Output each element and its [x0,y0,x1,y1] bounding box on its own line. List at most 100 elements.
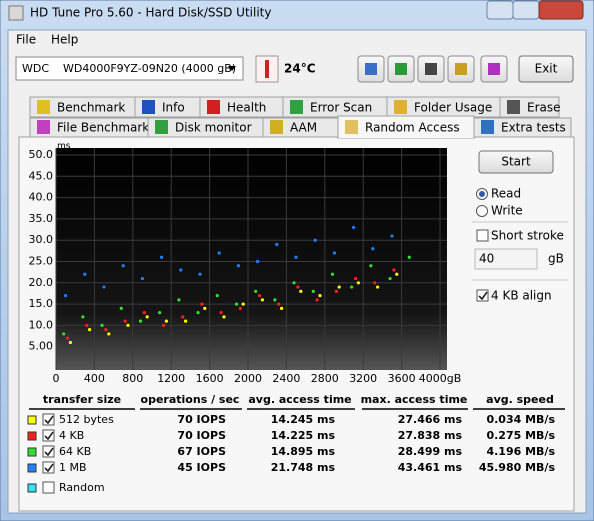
row-value: 4.196 MB/s [486,445,555,458]
scatter-point [100,323,104,327]
radio-button[interactable] [476,205,488,217]
checkbox[interactable] [42,413,55,426]
radio-label: Read [491,187,521,201]
scatter-point [219,311,223,315]
scatter-point [238,306,242,310]
menu-item: File [16,33,36,47]
scatter-point [140,276,144,281]
tab-label: AAM [290,121,317,135]
scatter-point [184,319,188,323]
column-header: avg. access time [248,393,351,406]
column-header: operations / sec [141,393,240,406]
scatter-point [407,255,411,259]
unit-label: gB [548,252,564,266]
x-tick-label: 1200 [157,372,185,385]
scatter-point [62,332,66,336]
row-value: 45.980 MB/s [479,461,556,474]
scatter-point [315,298,319,302]
scatter-point [126,323,130,327]
scatter-point [138,319,143,323]
scatter-point [332,251,336,255]
row-label: 1 MB [59,461,87,474]
x-tick-label: 2800 [311,372,339,385]
checkbox[interactable] [476,229,489,242]
scatter-point [337,285,341,289]
tab-icon [345,120,358,134]
scatter-point [179,268,183,272]
radio-label: Write [491,204,523,218]
tab-label: Extra tests [501,121,566,135]
toolbar-icon [455,63,467,75]
scatter-point [215,293,219,298]
scatter-point [318,293,322,298]
toolbar-icon [425,63,437,75]
start-label: Start [501,155,531,169]
scatter-point [161,323,166,327]
scatter-point [234,302,239,306]
exit-label: Exit [535,62,558,76]
row-label: 64 KB [59,445,91,458]
tab-label: Random Access [365,121,460,135]
checkbox[interactable] [42,445,55,458]
tab-label: Error Scan [310,101,372,115]
maximize-button[interactable] [512,0,540,20]
scatter-point [296,285,300,289]
dropdown-arrow [228,66,236,71]
row-value: 28.499 ms [398,445,463,458]
scatter-point [260,298,264,302]
checkmark [44,463,54,473]
tab-label: Info [162,101,185,115]
scatter-point [196,311,200,315]
checkbox[interactable] [42,429,55,442]
scatter-point [88,328,92,332]
x-tick-label: 3200 [349,372,377,385]
minimize-button[interactable] [486,0,514,20]
thermometer-bar [265,60,269,78]
y-tick-label: 50.0 [29,148,54,161]
scatter-point [353,276,358,281]
checkbox[interactable] [42,461,55,474]
scatter-point [104,328,108,332]
scatter-point [123,319,127,323]
scatter-point [142,311,146,315]
y-tick-label: 45.0 [29,169,54,182]
x-tick-label: 2000 [234,372,262,385]
row-label: Random [59,481,105,494]
exit-button[interactable] [518,55,574,83]
x-tick-label: 0 [53,372,60,385]
checkbox[interactable] [42,481,55,494]
close-button[interactable] [538,0,584,20]
row-value: 45 IOPS [177,461,226,474]
y-tick-label: 20.0 [29,276,54,289]
scatter-point [356,281,360,285]
scatter-point [334,289,338,293]
checkbox[interactable] [476,289,489,302]
scatter-point [217,251,221,255]
tab-label: Health [227,101,266,115]
scatter-point [277,302,281,306]
y-tick-label: 25.0 [29,255,54,268]
column-header: transfer size [43,393,121,406]
plot-area [56,148,447,370]
x-tick-label: 2400 [272,372,300,385]
window-title: HD Tune Pro 5.60 - Hard Disk/SSD Utility [30,6,271,20]
y-tick-label: 30.0 [29,233,54,246]
scatter-point [102,285,106,289]
scatter-point [311,289,315,293]
scatter-point [373,281,377,285]
scatter-point [119,306,123,310]
row-value: 14.225 ms [271,429,336,442]
scatter-point [330,272,335,276]
start-button[interactable] [478,150,554,174]
drive-select[interactable] [15,56,244,81]
scatter-point [160,255,164,259]
tab[interactable] [473,117,572,138]
scatter-point [121,264,125,268]
row-value: 70 IOPS [177,429,226,442]
checkbox-label: 4 KB align [491,289,552,303]
tab-icon [37,120,50,134]
column-header: avg. speed [486,393,554,406]
short-stroke-spinbox[interactable] [474,248,538,270]
row-value: 14.895 ms [271,445,336,458]
tab-icon [155,120,168,134]
